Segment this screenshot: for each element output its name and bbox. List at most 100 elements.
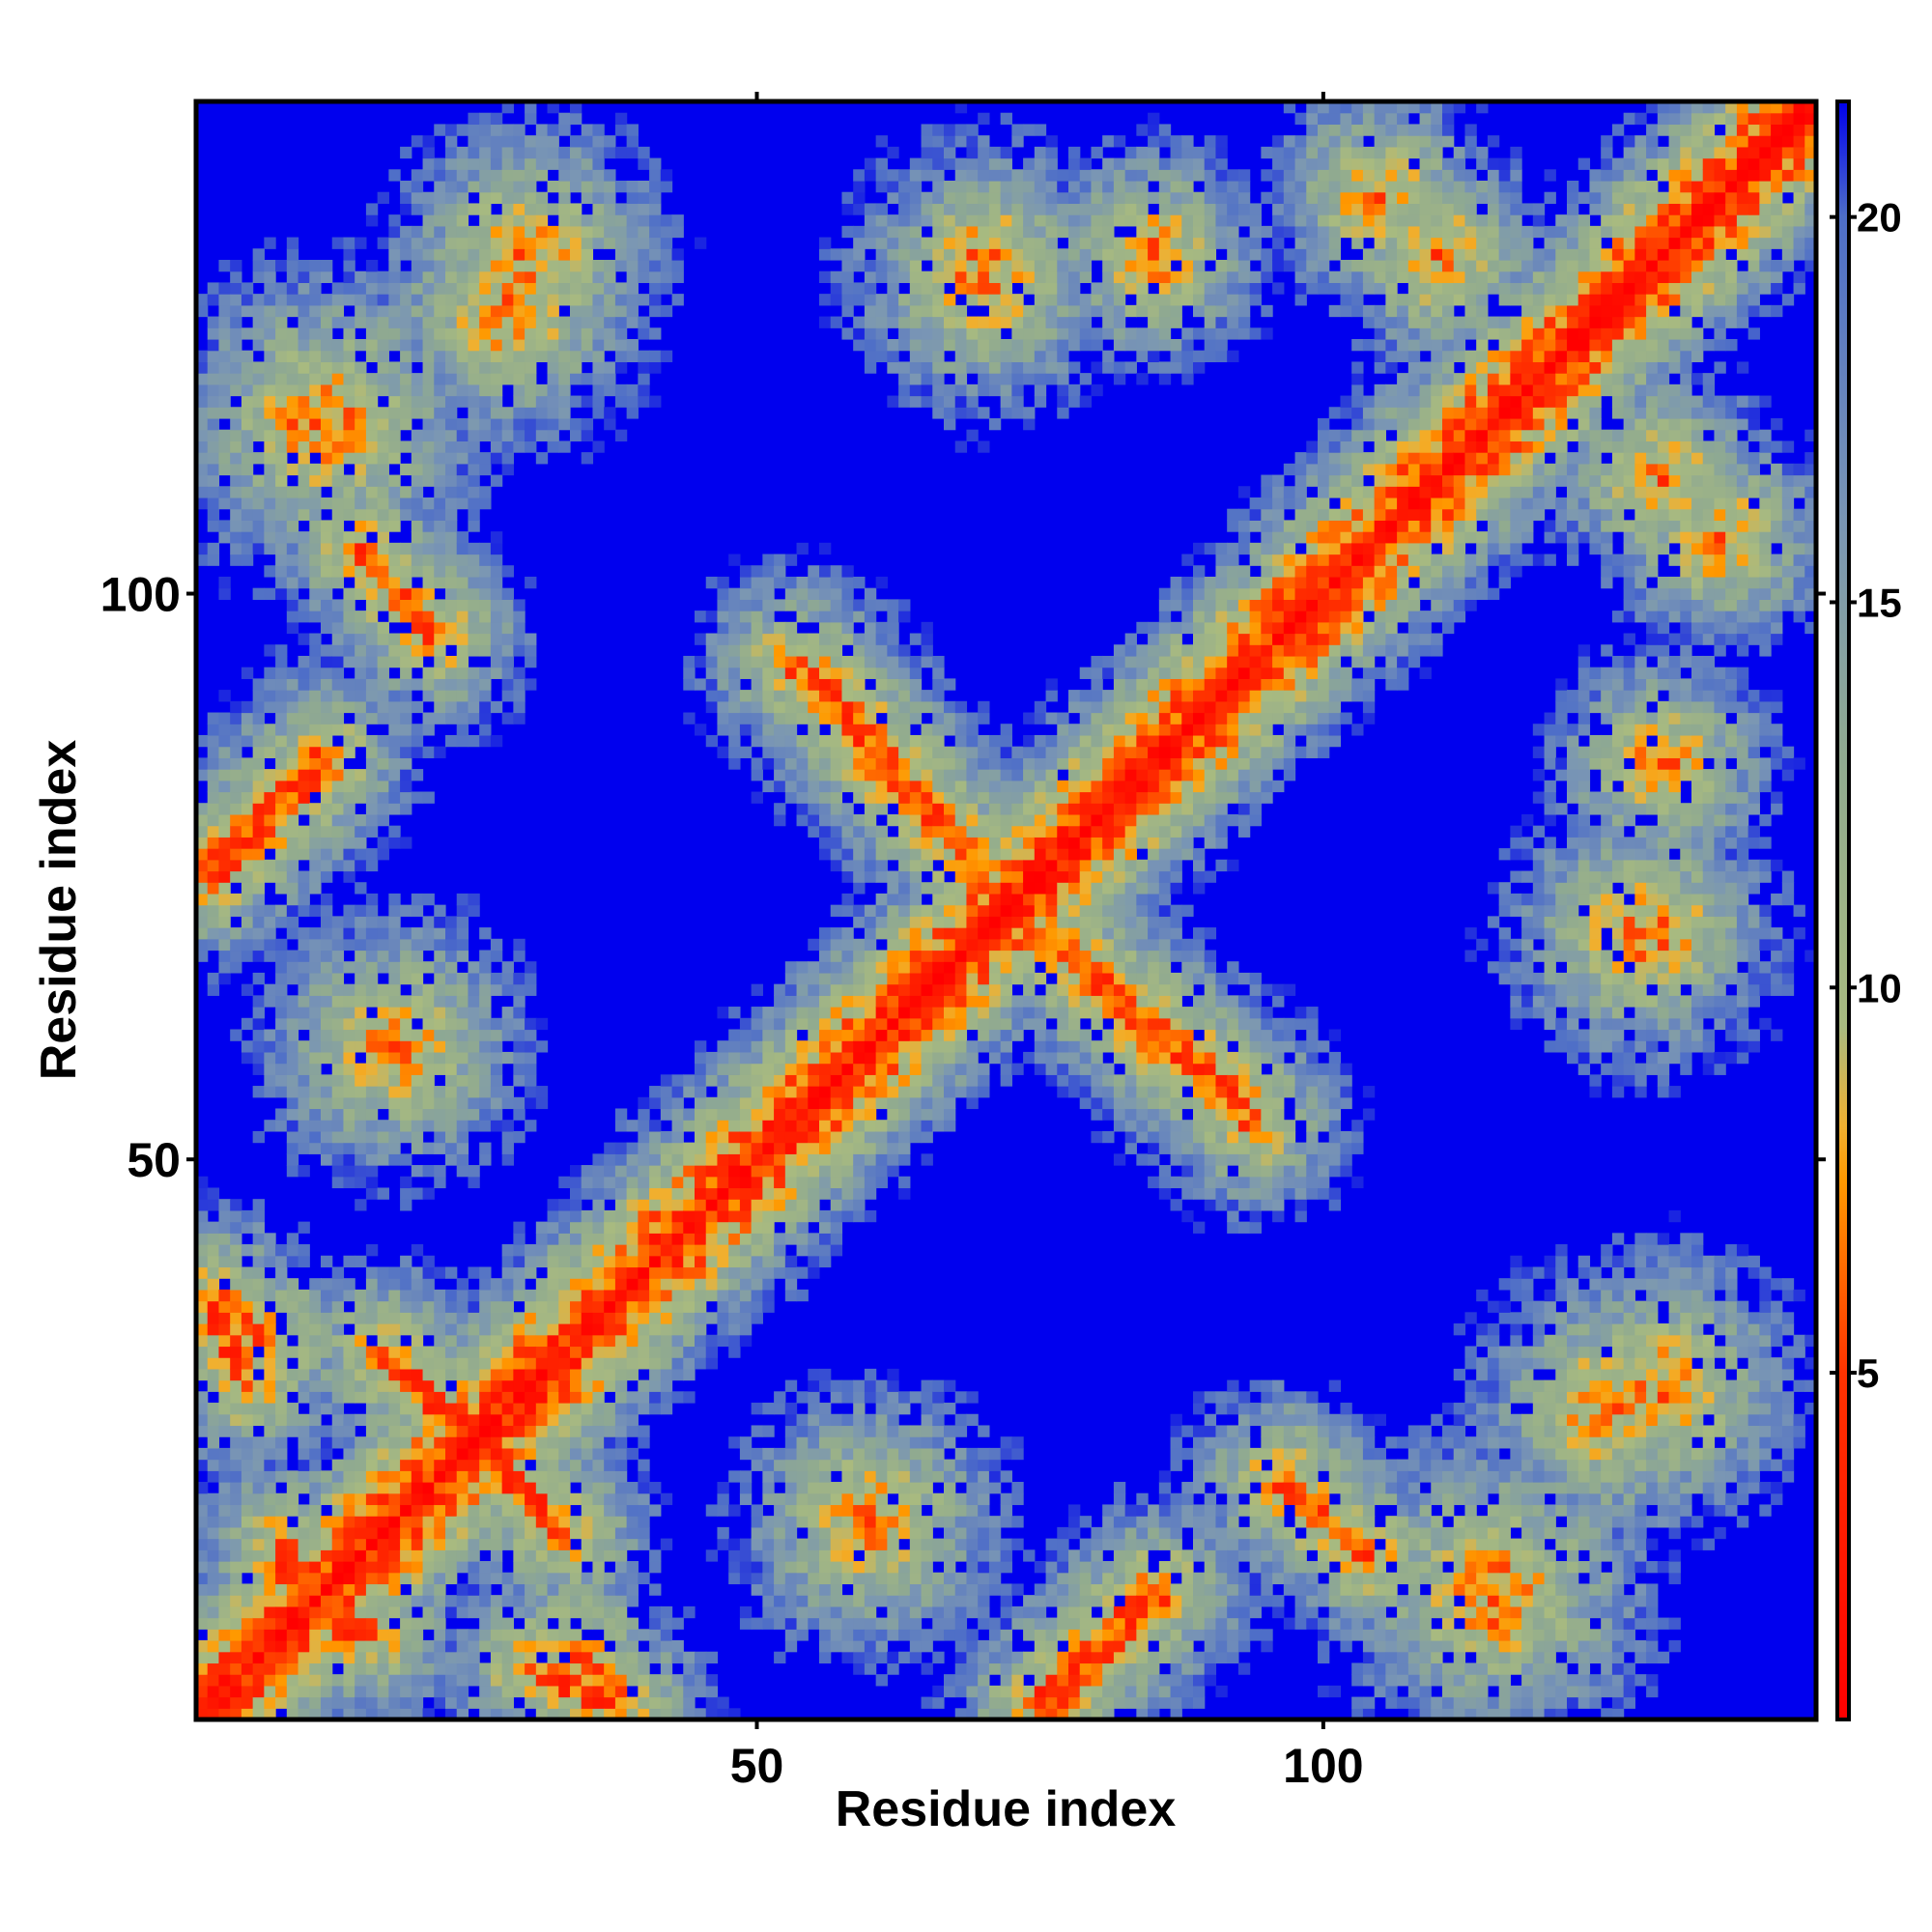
heatmap-cell [445,294,458,306]
heatmap-cell [309,950,322,962]
heatmap-cell [309,587,322,600]
heatmap-cell [717,655,729,668]
heatmap-cell [411,1334,424,1348]
heatmap-cell [784,1040,798,1053]
heatmap-cell [535,1504,549,1517]
heatmap-cell [275,972,288,985]
heatmap-cell [774,1516,786,1528]
heatmap-cell [445,1696,458,1709]
heatmap-cell [365,270,379,284]
heatmap-cell [456,440,469,453]
heatmap-cell [614,1617,628,1630]
heatmap-cell [819,1617,832,1630]
heatmap-cell [309,1447,322,1461]
heatmap-cell [434,440,446,453]
heatmap-cell [513,1561,526,1574]
heatmap-cell [570,361,582,374]
heatmap-cell [774,1165,786,1178]
heatmap-cell [501,1051,514,1065]
heatmap-cell [513,135,526,148]
heatmap-cell [388,1153,401,1166]
heatmap-cell [808,1549,820,1562]
heatmap-cell [286,282,299,295]
heatmap-cell [411,1086,424,1098]
heatmap-cell [525,1368,537,1381]
heatmap-cell [422,294,435,306]
heatmap-cell [774,712,786,724]
heatmap-cell [377,769,389,781]
heatmap-cell [841,1561,854,1574]
heatmap-cell [604,1176,616,1189]
heatmap-cell [309,395,322,408]
heatmap-cell [490,417,503,431]
heatmap-cell [241,463,254,476]
heatmap-cell [490,440,503,453]
heatmap-cell [660,1403,673,1415]
heatmap-cell [411,1425,424,1437]
heatmap-cell [671,1176,684,1189]
heatmap-cell [513,248,526,261]
heatmap-cell [819,1130,832,1144]
heatmap-cell [547,248,559,261]
heatmap-cell [445,1130,458,1144]
heatmap-cell [547,294,559,306]
heatmap-cell [365,1538,379,1550]
heatmap-cell [604,214,616,227]
heatmap-cell [207,1538,220,1550]
heatmap-cell [841,1130,854,1144]
heatmap-cell [445,927,458,940]
heatmap-cell [784,1108,798,1121]
heatmap-cell [853,916,866,928]
heatmap-cell [819,611,832,623]
heatmap-cell [456,927,469,940]
heatmap-cell [841,700,854,714]
heatmap-cell [490,1470,503,1483]
heatmap-cell [671,1674,684,1687]
heatmap-cell [309,1629,322,1641]
heatmap-cell [321,938,333,952]
heatmap-cell [388,1425,401,1437]
heatmap-cell [321,1289,333,1302]
heatmap-cell [230,1572,242,1585]
heatmap-cell [853,1108,866,1121]
heatmap-cell [331,1379,345,1392]
heatmap-cell [751,1244,763,1257]
heatmap-cell [207,395,220,408]
heatmap-cell [592,1312,605,1324]
heatmap-cell [275,1051,288,1065]
heatmap-cell [819,983,832,996]
heatmap-cell [683,1278,696,1291]
heatmap-cell [535,350,549,362]
heatmap-cell [400,1526,412,1540]
heatmap-cell [490,304,503,318]
heatmap-cell [422,961,435,974]
heatmap-cell [830,938,843,952]
heatmap-cell [456,950,469,962]
heatmap-cell [264,644,276,657]
heatmap-cell [275,463,288,476]
heatmap-cell [218,531,231,544]
heatmap-cell [321,1674,333,1687]
heatmap-cell [558,1233,571,1245]
heatmap-cell [196,497,209,510]
heatmap-cell [365,938,379,952]
heatmap-cell [547,146,559,159]
heatmap-cell [853,1629,866,1641]
heatmap-cell [230,1357,242,1370]
heatmap-cell [388,1357,401,1370]
heatmap-cell [286,961,299,974]
heatmap-cell [841,1379,854,1392]
heatmap-cell [411,1187,424,1200]
heatmap-cell [570,1549,582,1562]
heatmap-cell [343,1492,355,1506]
heatmap-cell [614,1266,628,1279]
heatmap-cell [275,440,288,453]
heatmap-cell [445,157,458,170]
heatmap-cell [501,1572,514,1585]
heatmap-cell [660,1629,673,1641]
heatmap-cell [728,611,741,623]
heatmap-cell [196,1595,209,1607]
heatmap-cell [604,373,616,385]
heatmap-cell [796,1120,809,1132]
heatmap-cell [400,497,412,510]
